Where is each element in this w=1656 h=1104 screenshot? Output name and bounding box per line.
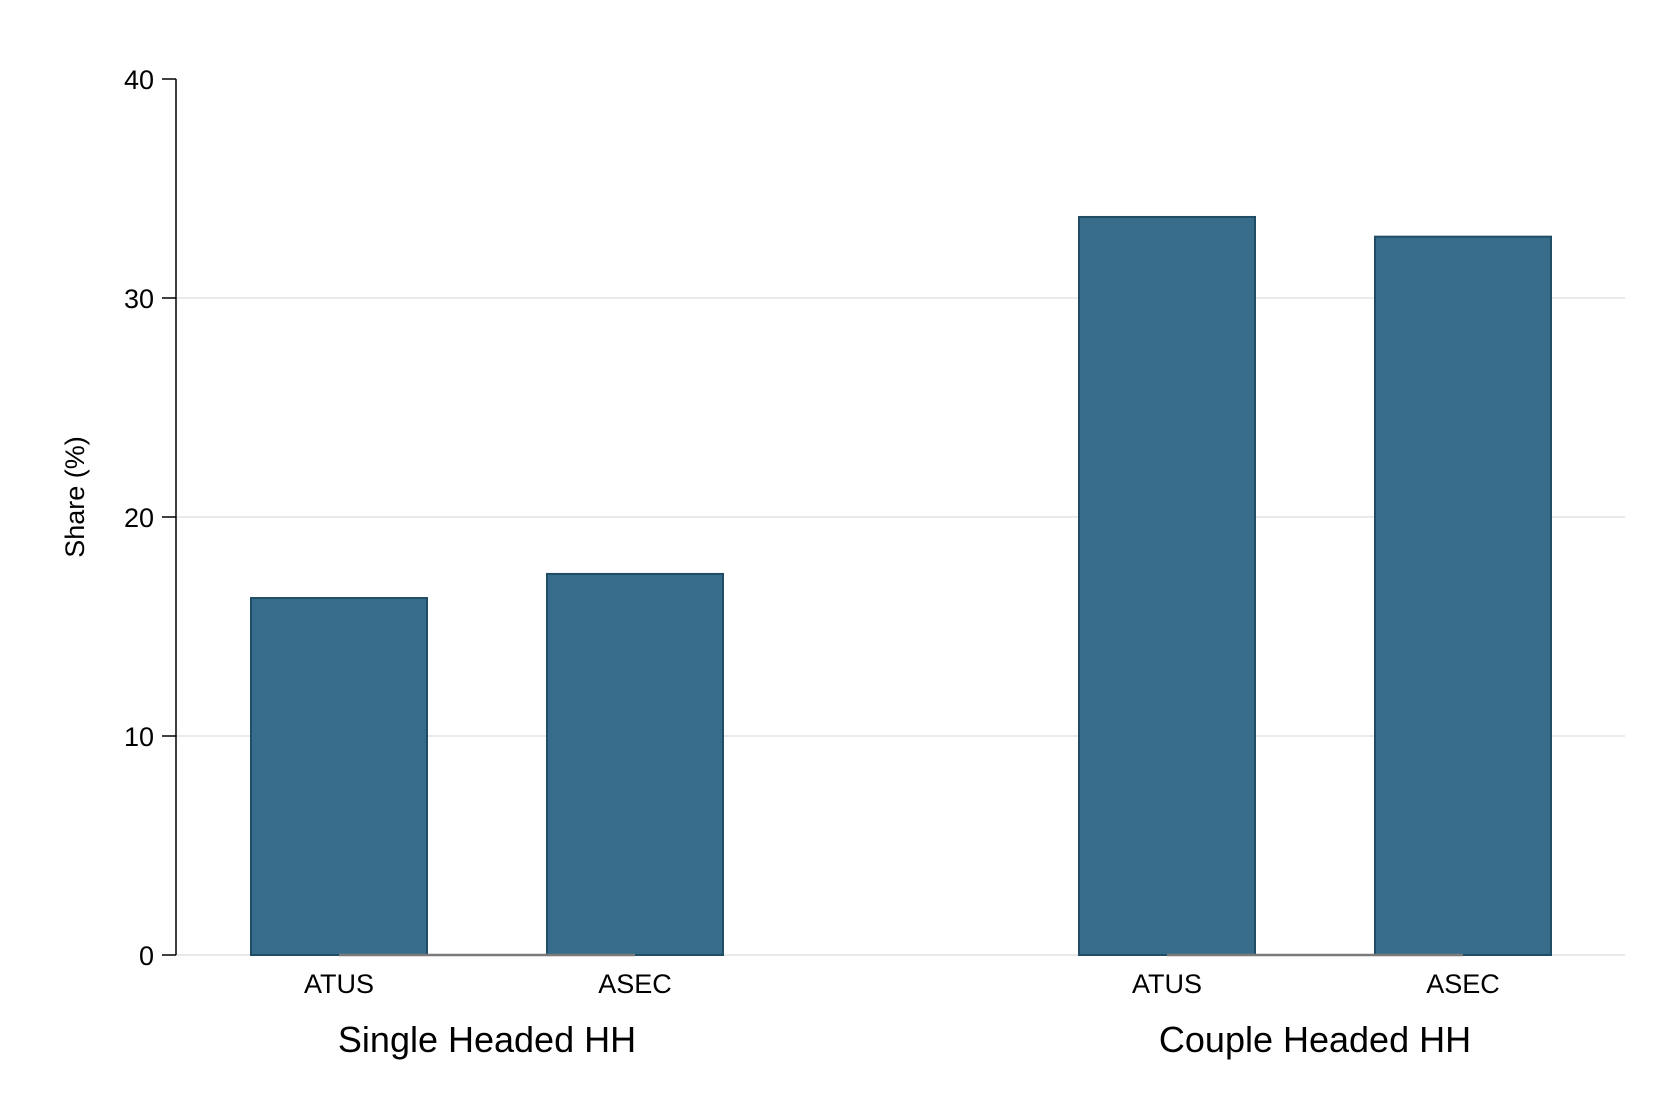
x-tick-label-1-atus: ATUS [1132, 969, 1202, 999]
group-label-0: Single Headed HH [338, 1019, 636, 1060]
y-axis-title: Share (%) [60, 436, 90, 558]
bar-1-atus [1078, 215, 1256, 957]
y-axis: 0 10 20 30 40 [124, 65, 177, 971]
group-label-1: Couple Headed HH [1159, 1019, 1471, 1060]
y-tick-label-20: 20 [124, 503, 154, 533]
y-tick-label-30: 30 [124, 284, 154, 314]
bar-0-asec [546, 572, 724, 956]
y-tick-label-10: 10 [124, 722, 154, 752]
bars [250, 215, 1552, 957]
x-tick-label-0-atus: ATUS [304, 969, 374, 999]
y-tick-label-0: 0 [139, 941, 154, 971]
labels: ATUS ASEC Single Headed HH ATUS ASEC Couple H… [304, 969, 1500, 1060]
x-tick-label-0-asec: ASEC [598, 969, 672, 999]
y-tick-label-40: 40 [124, 65, 154, 95]
bar-0-atus [250, 597, 428, 957]
bar-1-asec [1374, 235, 1552, 956]
x-tick-label-1-asec: ASEC [1426, 969, 1500, 999]
